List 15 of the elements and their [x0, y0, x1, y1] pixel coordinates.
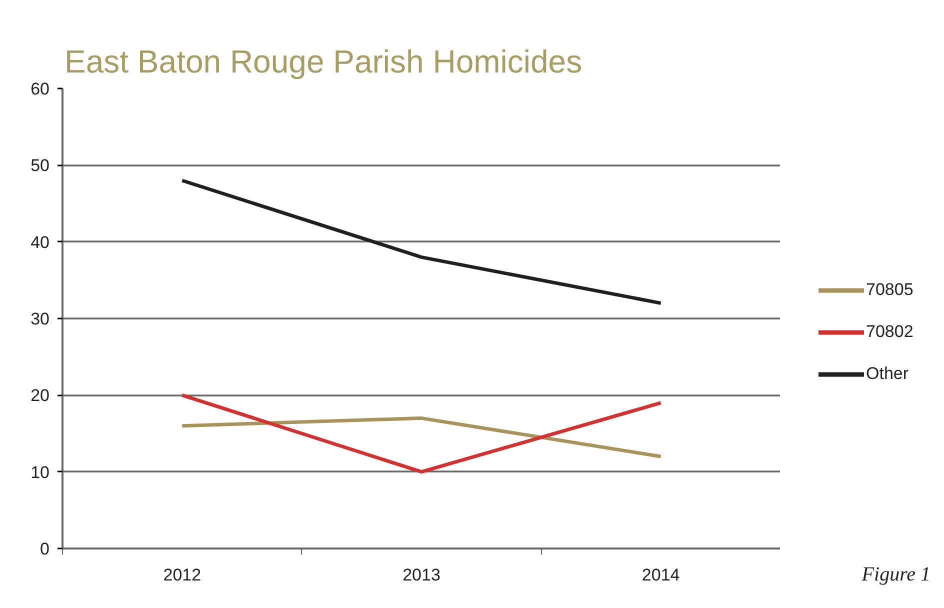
y-tick-label: 50: [30, 156, 50, 176]
x-tick-label: 2012: [163, 566, 202, 584]
y-tick-label: 0: [40, 540, 50, 558]
legend-label: Other: [866, 364, 909, 384]
legend-label: 70805: [866, 280, 914, 300]
chart-title: East Baton Rouge Parish Homicides: [64, 44, 582, 80]
y-tick-label: 40: [30, 232, 50, 252]
y-tick-label: 30: [30, 310, 50, 328]
y-tick-label: 60: [30, 80, 50, 98]
legend-label: 70802: [866, 322, 914, 342]
x-tick-label: 2013: [402, 566, 440, 584]
x-tick-label: 2014: [642, 566, 680, 584]
y-tick-label: 10: [30, 462, 50, 482]
caption: Figure 1: [860, 564, 931, 586]
y-tick-label: 20: [30, 386, 50, 406]
